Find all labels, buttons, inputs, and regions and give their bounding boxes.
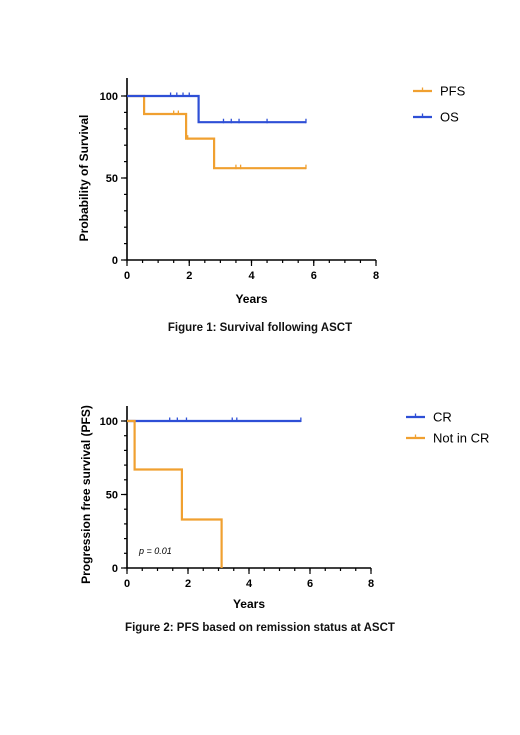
legend-label: PFS (440, 84, 466, 99)
x-tick-label: 8 (373, 270, 379, 282)
x-tick-label: 6 (307, 578, 313, 590)
legend-label: CR (433, 410, 452, 425)
chart-1: 0 50 100 0 2 4 6 8 Years Probability of Survival P… (77, 78, 466, 334)
y-tick-label: 50 (106, 173, 118, 185)
series-line-not-in-cr (127, 419, 223, 568)
x-tick-label: 2 (186, 270, 192, 282)
y-tick-label: 0 (112, 255, 118, 267)
series-line-pfs (127, 94, 306, 170)
legend-label: OS (440, 110, 459, 125)
p-value-annotation: p = 0.01 (138, 546, 172, 556)
x-tick-label: 6 (311, 270, 317, 282)
x-tick-label: 0 (124, 270, 130, 282)
y-axis-label: Probability of Survival (77, 115, 91, 242)
figure-caption: Figure 1: Survival following ASCT (168, 322, 352, 334)
figure-caption: Figure 2: PFS based on remission status … (125, 622, 395, 634)
x-tick-label: 8 (368, 578, 374, 590)
x-tick-label: 4 (248, 270, 255, 282)
series-line-os (127, 94, 306, 124)
legend-label: Not in CR (433, 431, 489, 446)
y-tick-label: 50 (106, 490, 118, 502)
y-axis-label: Progression free survival (PFS) (79, 405, 93, 584)
x-tick-label: 4 (246, 578, 253, 590)
x-tick-label: 0 (124, 578, 130, 590)
chart-2: 0 50 100 0 2 4 6 8 Years Progression free surviva… (79, 405, 489, 634)
y-tick-label: 0 (112, 563, 118, 575)
x-axis-label: Years (233, 597, 265, 611)
y-tick-label: 100 (100, 416, 118, 428)
y-tick-label: 100 (100, 91, 118, 103)
x-tick-label: 2 (185, 578, 191, 590)
x-axis-label: Years (235, 292, 267, 306)
